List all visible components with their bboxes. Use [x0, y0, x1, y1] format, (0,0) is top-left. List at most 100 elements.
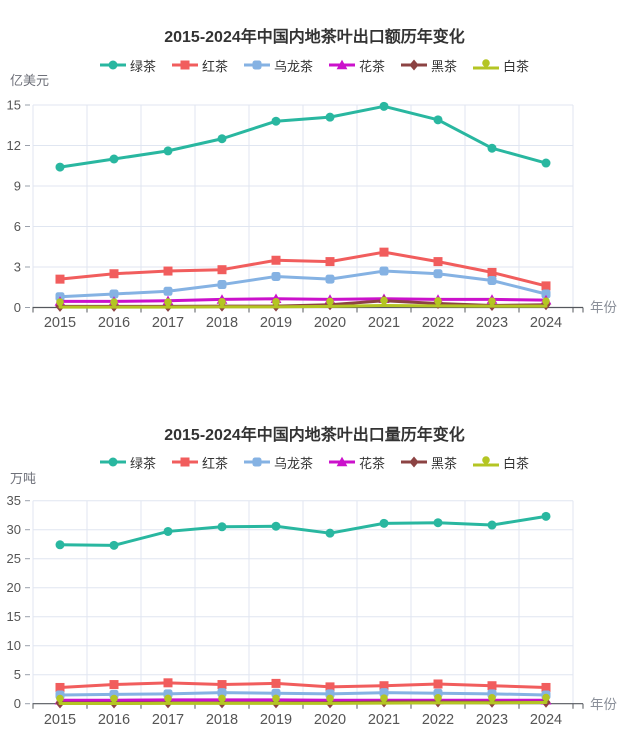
point-black-tea-2023[interactable] [487, 267, 497, 277]
point-green-tea-2021[interactable] [379, 518, 389, 528]
legend-symbol-white-tea [482, 59, 490, 69]
point-oolong-tea-2023[interactable] [487, 276, 497, 285]
point-white-tea-2019[interactable] [272, 298, 280, 308]
point-oolong-tea-2019[interactable] [271, 271, 281, 281]
point-white-tea-2015[interactable] [56, 694, 64, 705]
legend-item-green-tea[interactable]: 绿茶 [99, 56, 156, 75]
point-green-tea-2020[interactable] [325, 528, 335, 538]
legend-item-dark-tea[interactable]: 黑茶 [401, 56, 457, 75]
legend-export-volume: 绿茶 红茶 乌龙茶 花茶 黑茶 白茶 [0, 452, 629, 472]
point-black-tea-2021[interactable] [379, 247, 389, 257]
y-tick-label: 15 [7, 98, 21, 113]
legend-item-oolong-tea[interactable]: 乌龙茶 [243, 453, 313, 472]
point-green-tea-2022[interactable] [433, 115, 443, 125]
point-oolong-tea-2018[interactable] [217, 688, 227, 698]
point-green-tea-2019[interactable] [271, 521, 281, 531]
y-tick-label: 12 [7, 138, 21, 153]
point-black-tea-2021[interactable] [379, 681, 389, 691]
point-black-tea-2016[interactable] [109, 680, 119, 690]
point-oolong-tea-2024[interactable] [541, 289, 551, 299]
point-green-tea-2024[interactable] [541, 158, 551, 168]
point-oolong-tea-2021[interactable] [379, 266, 389, 276]
point-black-tea-2020[interactable] [325, 257, 335, 267]
point-green-tea-2020[interactable] [325, 112, 335, 122]
point-white-tea-2018[interactable] [218, 694, 226, 705]
y-tick-label: 0 [14, 696, 21, 711]
point-black-tea-2022[interactable] [433, 257, 443, 267]
y-tick-label: 15 [7, 609, 21, 624]
legend-item-white-tea[interactable]: 白茶 [473, 453, 529, 472]
point-white-tea-2024[interactable] [542, 297, 550, 308]
point-green-tea-2018[interactable] [217, 522, 227, 532]
point-green-tea-2017[interactable] [163, 526, 173, 536]
point-black-tea-2020[interactable] [325, 682, 335, 692]
point-oolong-tea-2021[interactable] [379, 688, 389, 698]
point-green-tea-2015[interactable] [55, 162, 65, 172]
point-black-tea-2018[interactable] [217, 265, 227, 275]
point-white-tea-2022[interactable] [434, 297, 442, 307]
point-oolong-tea-2017[interactable] [163, 286, 173, 296]
point-green-tea-2019[interactable] [271, 116, 281, 126]
legend-label: 花茶 [359, 58, 386, 74]
point-white-tea-2023[interactable] [488, 694, 496, 704]
point-black-tea-2015[interactable] [55, 274, 65, 284]
legend-item-green-tea[interactable]: 绿茶 [99, 453, 156, 472]
point-oolong-tea-2018[interactable] [217, 280, 227, 290]
point-white-tea-2020[interactable] [326, 297, 334, 308]
series-line-black-tea [58, 250, 548, 288]
point-white-tea-2015[interactable] [56, 298, 64, 308]
legend-item-flower-tea[interactable]: 花茶 [329, 56, 385, 75]
point-green-tea-2023[interactable] [487, 520, 497, 530]
point-black-tea-2023[interactable] [487, 681, 497, 691]
legend-item-black-tea[interactable]: 红茶 [171, 453, 228, 472]
point-black-tea-2017[interactable] [163, 266, 173, 276]
point-black-tea-2024[interactable] [541, 682, 551, 692]
point-black-tea-2015[interactable] [55, 682, 65, 692]
legend-export-value: 绿茶 红茶 乌龙茶 花茶 黑茶 白茶 [0, 55, 629, 75]
point-white-tea-2022[interactable] [434, 694, 442, 704]
legend-item-dark-tea[interactable]: 黑茶 [401, 453, 457, 472]
point-oolong-tea-2020[interactable] [325, 274, 335, 284]
point-green-tea-2023[interactable] [487, 143, 497, 153]
point-black-tea-2024[interactable] [541, 281, 551, 291]
legend-item-white-tea[interactable]: 白茶 [473, 56, 529, 75]
legend-symbol-black-tea [180, 60, 190, 70]
point-green-tea-2022[interactable] [433, 518, 443, 528]
point-oolong-tea-2016[interactable] [109, 289, 119, 299]
series-line-flower-tea [58, 297, 548, 303]
legend-symbol-black-tea [180, 457, 190, 467]
legend-item-black-tea[interactable]: 红茶 [171, 56, 228, 75]
point-white-tea-2020[interactable] [326, 694, 334, 705]
point-white-tea-2019[interactable] [272, 694, 280, 705]
point-green-tea-2018[interactable] [217, 134, 227, 144]
point-green-tea-2016[interactable] [109, 154, 119, 164]
point-white-tea-2017[interactable] [164, 694, 172, 705]
point-green-tea-2017[interactable] [163, 146, 173, 156]
point-white-tea-2023[interactable] [488, 297, 496, 308]
legend-marker-white-tea-icon [473, 456, 500, 467]
point-green-tea-2016[interactable] [109, 540, 119, 550]
point-green-tea-2021[interactable] [379, 101, 389, 111]
point-green-tea-2015[interactable] [55, 540, 65, 550]
point-white-tea-2021[interactable] [380, 694, 388, 705]
point-white-tea-2021[interactable] [380, 296, 388, 307]
point-black-tea-2022[interactable] [433, 679, 443, 689]
point-black-tea-2017[interactable] [163, 678, 173, 688]
point-oolong-tea-2022[interactable] [433, 269, 443, 279]
legend-item-oolong-tea[interactable]: 乌龙茶 [243, 56, 313, 75]
point-green-tea-2024[interactable] [541, 511, 551, 521]
y-tick-label: 0 [14, 300, 21, 315]
point-white-tea-2016[interactable] [110, 694, 118, 705]
point-white-tea-2024[interactable] [542, 693, 550, 704]
series-line-green-tea [58, 514, 548, 547]
legend-item-flower-tea[interactable]: 花茶 [329, 453, 385, 472]
point-black-tea-2016[interactable] [109, 269, 119, 279]
x-tick-label: 2019 [260, 315, 292, 331]
point-white-tea-2018[interactable] [218, 298, 226, 308]
point-white-tea-2017[interactable] [164, 298, 172, 308]
point-black-tea-2019[interactable] [271, 255, 281, 265]
point-white-tea-2016[interactable] [110, 298, 118, 308]
point-black-tea-2018[interactable] [217, 680, 227, 690]
point-black-tea-2019[interactable] [271, 678, 281, 688]
